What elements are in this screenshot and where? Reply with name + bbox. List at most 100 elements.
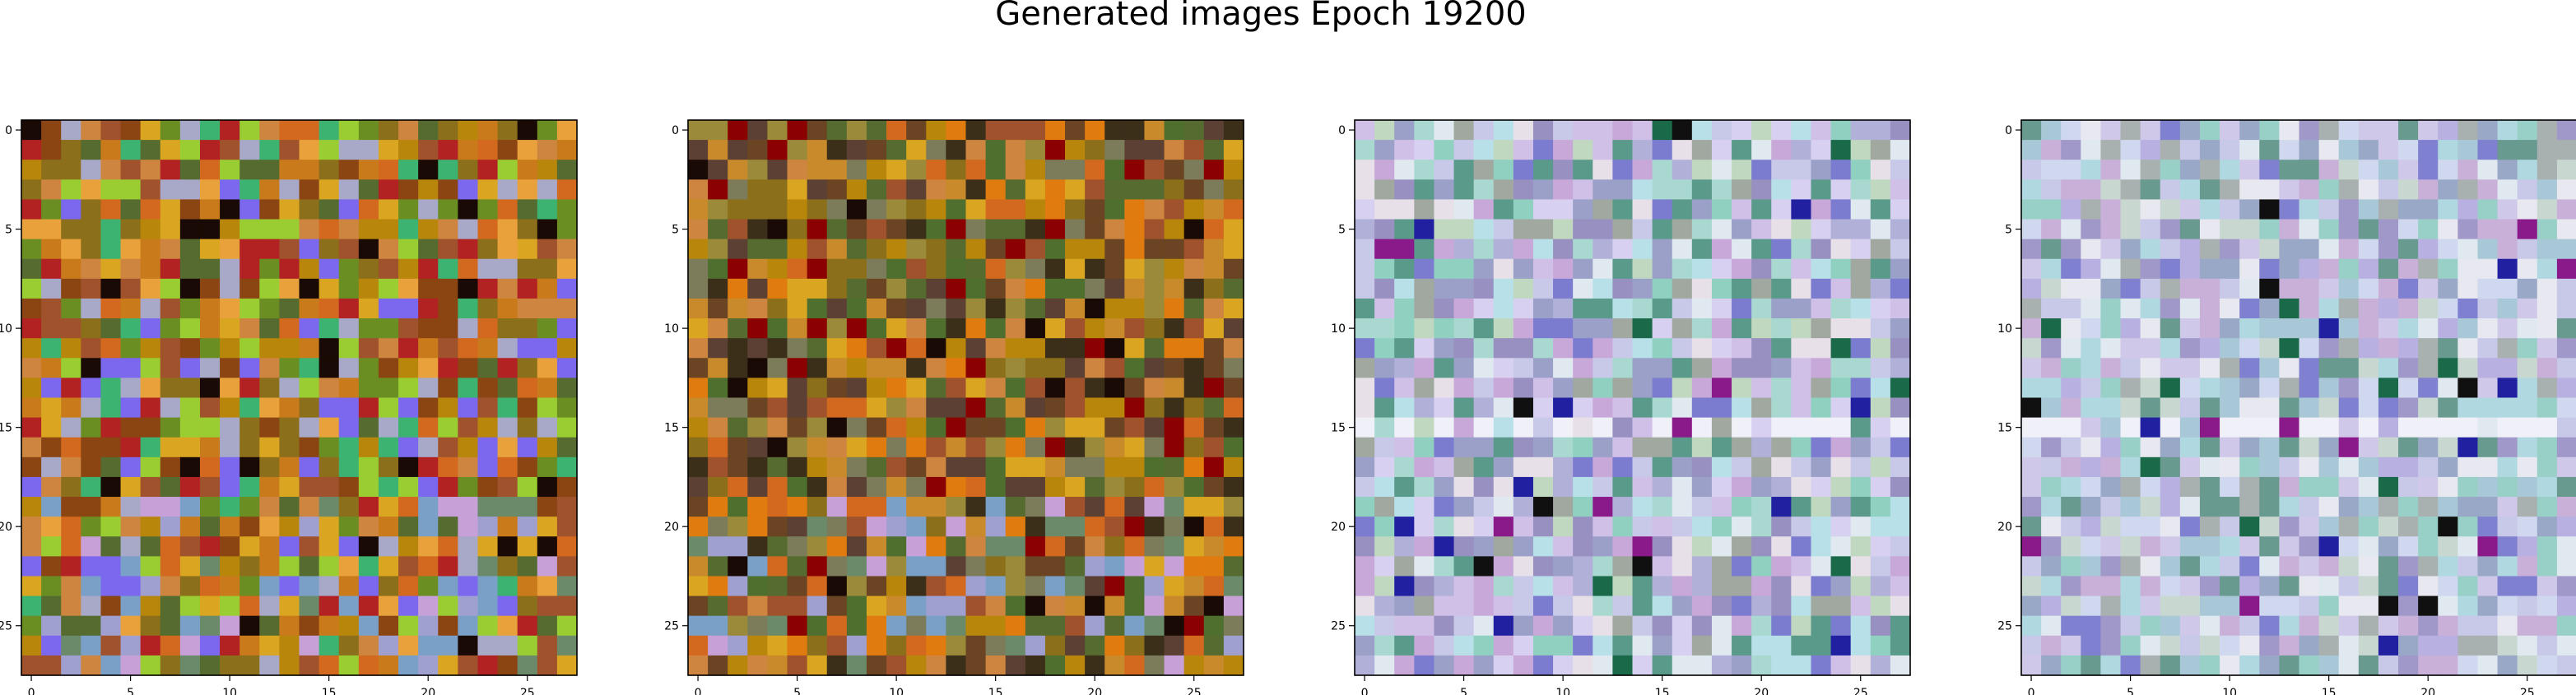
pixel-cell bbox=[1711, 239, 1732, 260]
pixel-cell bbox=[1830, 517, 1852, 537]
pixel-cell bbox=[2220, 378, 2240, 399]
pixel-cell bbox=[398, 338, 419, 359]
pixel-cell bbox=[497, 278, 518, 299]
pixel-cell bbox=[2279, 358, 2300, 378]
pixel-cell bbox=[826, 397, 848, 419]
pixel-cell bbox=[2199, 378, 2220, 399]
pixel-cell bbox=[239, 239, 260, 260]
pixel-cell bbox=[537, 338, 558, 359]
pixel-cell bbox=[517, 318, 538, 339]
axes-frame bbox=[21, 119, 578, 676]
pixel-cell bbox=[2418, 179, 2439, 201]
pixel-cell bbox=[1473, 536, 1495, 557]
pixel-cell bbox=[2517, 358, 2538, 378]
pixel-cell bbox=[2299, 397, 2320, 419]
pixel-cell bbox=[787, 417, 808, 438]
pixel-cell bbox=[140, 517, 161, 537]
pixel-cell bbox=[338, 179, 360, 201]
pixel-cell bbox=[299, 635, 320, 656]
pixel-cell bbox=[259, 576, 280, 597]
pixel-cell bbox=[1890, 199, 1911, 220]
pixel-cell bbox=[688, 397, 709, 419]
pixel-cell bbox=[1553, 417, 1574, 438]
pixel-cell bbox=[81, 199, 102, 220]
pixel-cell bbox=[259, 536, 280, 557]
pixel-cell bbox=[1811, 655, 1832, 676]
pixel-cell bbox=[358, 476, 379, 498]
pixel-cell bbox=[1553, 160, 1574, 180]
pixel-cell bbox=[1355, 358, 1375, 378]
pixel-cell bbox=[21, 497, 42, 517]
pixel-cell bbox=[1771, 140, 1792, 160]
pixel-cell bbox=[378, 517, 399, 537]
pixel-cell bbox=[259, 140, 280, 160]
pixel-cell bbox=[1830, 576, 1852, 597]
pixel-cell bbox=[1044, 497, 1066, 517]
pixel-cell bbox=[299, 179, 320, 201]
pixel-cell bbox=[1394, 536, 1415, 557]
pixel-cell bbox=[120, 298, 142, 319]
pixel-cell bbox=[458, 655, 479, 676]
pixel-cell bbox=[61, 556, 81, 577]
pixel-cell bbox=[1164, 258, 1185, 280]
pixel-cell bbox=[2199, 437, 2220, 458]
pixel-cell bbox=[438, 120, 458, 141]
pixel-cell bbox=[259, 179, 280, 201]
pixel-cell bbox=[1453, 278, 1475, 299]
pixel-cell bbox=[946, 497, 967, 517]
pixel-cell bbox=[965, 397, 987, 419]
pixel-cell bbox=[1811, 615, 1832, 637]
pixel-cell bbox=[866, 397, 887, 419]
pixel-cell bbox=[2021, 120, 2042, 141]
pixel-cell bbox=[1830, 378, 1852, 399]
pixel-cell bbox=[2179, 536, 2201, 557]
pixel-cell bbox=[2457, 160, 2479, 180]
pixel-cell bbox=[787, 140, 808, 160]
pixel-cell bbox=[2556, 298, 2576, 319]
pixel-cell bbox=[2398, 417, 2419, 438]
pixel-cell bbox=[1632, 140, 1653, 160]
pixel-cell bbox=[1890, 239, 1911, 260]
pixel-cell bbox=[1065, 635, 1086, 656]
pixel-cell bbox=[2477, 576, 2499, 597]
pixel-cell bbox=[299, 437, 320, 458]
pixel-cell bbox=[1434, 318, 1455, 339]
pixel-cell bbox=[160, 120, 181, 141]
pixel-cell bbox=[2279, 140, 2300, 160]
pixel-cell bbox=[826, 140, 848, 160]
pixel-cell bbox=[1434, 556, 1455, 577]
pixel-cell bbox=[319, 517, 340, 537]
pixel-cell bbox=[61, 358, 81, 378]
pixel-cell bbox=[199, 298, 221, 319]
pixel-cell bbox=[556, 417, 578, 438]
pixel-cell bbox=[1144, 397, 1165, 419]
pixel-cell bbox=[1065, 378, 1086, 399]
pixel-cell bbox=[477, 160, 499, 180]
pixel-cell bbox=[2299, 140, 2320, 160]
pixel-cell bbox=[1593, 576, 1613, 597]
pixel-cell bbox=[21, 140, 42, 160]
pixel-cell bbox=[338, 278, 360, 299]
pixel-cell bbox=[160, 556, 181, 577]
pixel-cell bbox=[160, 179, 181, 201]
pixel-cell bbox=[179, 179, 201, 201]
pixel-cell bbox=[2398, 456, 2419, 478]
pixel-cell bbox=[1732, 338, 1752, 359]
pixel-cell bbox=[1394, 219, 1415, 240]
pixel-cell bbox=[826, 556, 848, 577]
pixel-cell bbox=[1811, 338, 1832, 359]
pixel-cell bbox=[299, 338, 320, 359]
pixel-cell bbox=[1771, 595, 1792, 617]
pixel-cell bbox=[1830, 160, 1852, 180]
pixel-cell bbox=[41, 219, 62, 240]
pixel-cell bbox=[2140, 278, 2161, 299]
pixel-cell bbox=[319, 655, 340, 676]
pixel-cell bbox=[1593, 219, 1613, 240]
pixel-cell bbox=[2259, 318, 2280, 339]
pixel-cell bbox=[140, 378, 161, 399]
pixel-cell bbox=[2021, 556, 2042, 577]
pixel-cell bbox=[2517, 437, 2538, 458]
pixel-cell bbox=[1672, 378, 1693, 399]
pixel-cell bbox=[2517, 278, 2538, 299]
